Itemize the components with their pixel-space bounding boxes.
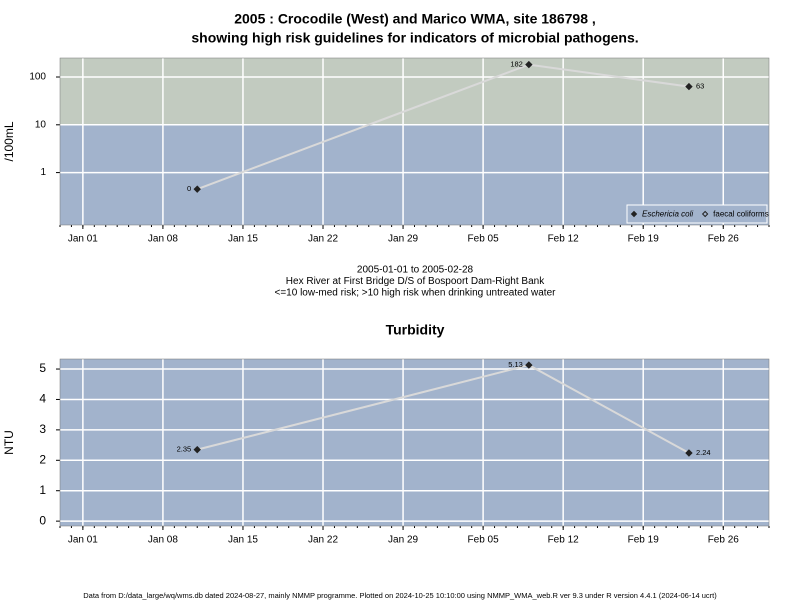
chart-note: 2005-01-01 to 2005-02-28	[357, 265, 474, 276]
value-label: 63	[696, 82, 704, 91]
legend-box	[626, 204, 768, 224]
x-tick-label: Jan 15	[228, 535, 258, 546]
high-risk-zone	[60, 58, 769, 125]
data-point	[193, 185, 201, 193]
x-tick-label: Feb 26	[708, 234, 740, 245]
y-tick-label: 5	[39, 361, 46, 375]
chart-note: Hex River at First Bridge D/S of Bospoor…	[286, 276, 545, 287]
y-tick-label: 100	[29, 72, 46, 83]
chart-title: showing high risk guidelines for indicat…	[191, 30, 638, 46]
plot-background	[60, 359, 769, 526]
x-tick-label: Feb 26	[708, 535, 740, 546]
data-point	[685, 82, 693, 91]
x-tick-label: Feb 05	[468, 535, 500, 546]
x-tick-label: Jan 22	[308, 535, 338, 546]
legend-entry: faecal coliforms	[713, 210, 769, 219]
x-tick-label: Feb 12	[548, 535, 580, 546]
value-label: 2.24	[696, 448, 711, 457]
x-tick-label: Jan 22	[308, 234, 338, 245]
y-tick-label: 0	[39, 513, 46, 527]
y-tick-label: 1	[39, 483, 46, 497]
footer: Data from D:/data_large/wq/wms.db dated …	[83, 591, 717, 600]
y-axis-label: NTU	[2, 430, 16, 455]
x-tick-label: Feb 19	[628, 234, 660, 245]
data-point	[685, 449, 693, 457]
x-tick-label: Feb 19	[628, 535, 660, 546]
legend-marker	[630, 210, 638, 218]
data-point	[525, 361, 533, 369]
x-tick-label: Jan 01	[68, 234, 98, 245]
data-point	[525, 60, 533, 69]
chart-title: Turbidity	[386, 322, 445, 338]
value-label: 5.13	[508, 360, 523, 369]
legend-marker	[701, 210, 709, 218]
plot-frame	[59, 57, 770, 226]
plot-frame	[59, 358, 770, 527]
chart-note: <=10 low-med risk; >10 high risk when dr…	[275, 288, 557, 299]
chart-title: 2005 : Crocodile (West) and Marico WMA, …	[234, 11, 596, 27]
y-tick-label: 1	[40, 167, 46, 178]
x-tick-label: Jan 29	[388, 535, 418, 546]
x-tick-label: Jan 08	[148, 535, 178, 546]
y-tick-label: 2	[39, 452, 46, 466]
y-tick-label: 3	[39, 422, 46, 436]
x-tick-label: Feb 12	[548, 234, 580, 245]
x-tick-label: Jan 08	[148, 234, 178, 245]
x-tick-label: Feb 05	[468, 234, 500, 245]
x-tick-label: Jan 15	[228, 234, 258, 245]
data-point	[193, 445, 201, 454]
y-axis-label: /100mL	[2, 121, 16, 161]
value-label: 0	[187, 184, 191, 193]
value-label: 182	[510, 60, 523, 69]
x-tick-label: Jan 01	[68, 535, 98, 546]
value-label: 2.35	[177, 445, 192, 454]
y-tick-label: 4	[39, 392, 46, 406]
x-tick-label: Jan 29	[388, 234, 418, 245]
legend-entry: Eschericia coli	[642, 210, 693, 219]
y-tick-label: 10	[35, 119, 47, 130]
